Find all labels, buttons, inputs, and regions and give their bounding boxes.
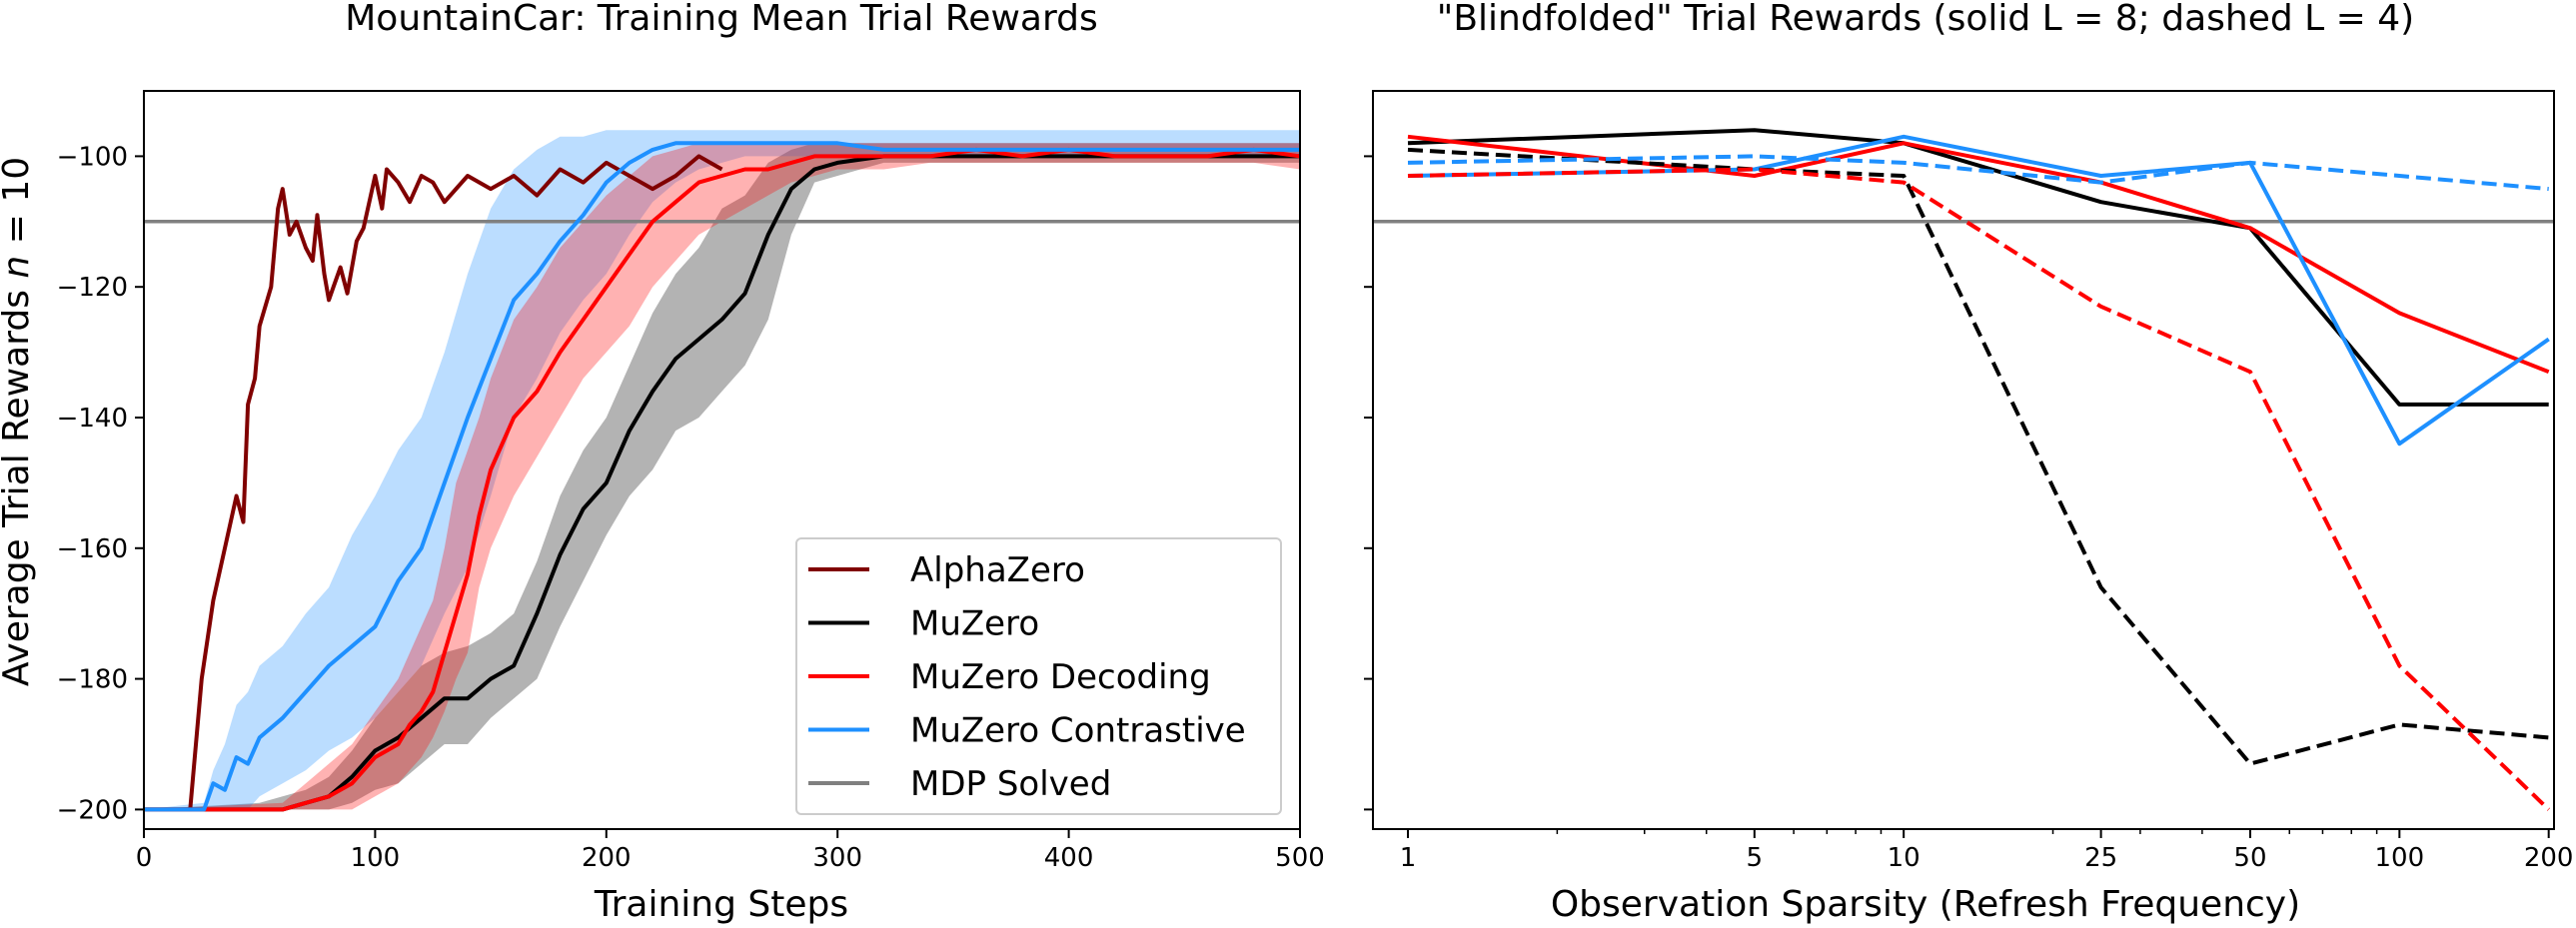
x-tick-label: 1 — [1400, 843, 1417, 873]
left-y-axis-label: Average Trial Rewards n = 10 — [0, 157, 37, 686]
legend-label: MuZero — [910, 604, 1039, 644]
right-chart-title: "Blindfolded" Trial Rewards (solid L = 8… — [1437, 0, 2414, 39]
series-line-solid-2 — [1407, 134, 2550, 447]
series-line-dashed-5 — [1407, 154, 2549, 192]
y-tick-label: −100 — [57, 142, 128, 172]
x-tick-label: 10 — [1888, 843, 1921, 873]
x-tick-label: 100 — [2375, 843, 2425, 873]
left-plot-content — [144, 130, 1300, 812]
right-axes-frame — [1372, 90, 2555, 830]
band-muzero-contrastive — [144, 130, 1300, 810]
y-tick-label: −140 — [57, 404, 128, 434]
right-plot-area: 1 5 10 25 50 100 200 — [1364, 90, 2574, 873]
series-line-alphazero — [144, 154, 723, 812]
y-tick-label: −180 — [57, 665, 128, 695]
x-tick-label: 25 — [2084, 843, 2117, 873]
series-line-solid-0 — [1407, 128, 2549, 407]
ylabel-text: Average Trial Rewards — [0, 279, 37, 687]
series-line-dashed-3 — [1407, 147, 2549, 766]
right-plot-content — [1373, 128, 2554, 811]
legend-label: MuZero Contrastive — [910, 711, 1246, 751]
legend-label: MuZero Decoding — [910, 657, 1211, 697]
x-tick-label: 50 — [2233, 843, 2266, 873]
y-tick-label: −200 — [57, 795, 128, 825]
y-tick-label: −160 — [57, 534, 128, 564]
left-axes-frame — [143, 90, 1301, 830]
x-tick-label: 200 — [2524, 843, 2574, 873]
legend: AlphaZero MuZero MuZero Decoding MuZero Con… — [795, 537, 1282, 815]
series-line-muzero-contrastive — [144, 141, 1300, 812]
x-tick-label: 200 — [582, 843, 632, 873]
ylabel-variable: n — [0, 256, 37, 279]
left-x-axis-label: Training Steps — [594, 884, 848, 925]
legend-label: MDP Solved — [910, 764, 1111, 804]
band-muzero-decoding — [144, 143, 1300, 810]
x-tick-label: 300 — [812, 843, 862, 873]
left-chart-title: MountainCar: Training Mean Trial Rewards — [345, 0, 1098, 39]
series-line-dashed-4 — [1407, 167, 2551, 811]
x-tick-label: 400 — [1044, 843, 1094, 873]
y-tick-label: −120 — [57, 273, 128, 303]
x-tick-label: 5 — [1747, 843, 1764, 873]
x-tick-label: 500 — [1275, 843, 1325, 873]
band-muzero — [144, 143, 1300, 810]
left-plot-area: 0 100 200 300 400 500 −200 −180 −160 −140 −120 −100 — [57, 90, 1325, 873]
ylabel-value: = 10 — [0, 157, 37, 256]
x-tick-label: 0 — [136, 843, 153, 873]
legend-label: AlphaZero — [910, 550, 1085, 590]
x-tick-label: 100 — [351, 843, 401, 873]
legend-box — [795, 537, 1282, 815]
series-line-muzero-decoding — [144, 147, 1300, 812]
right-x-axis-label: Observation Sparsity (Refresh Frequency) — [1551, 884, 2300, 925]
